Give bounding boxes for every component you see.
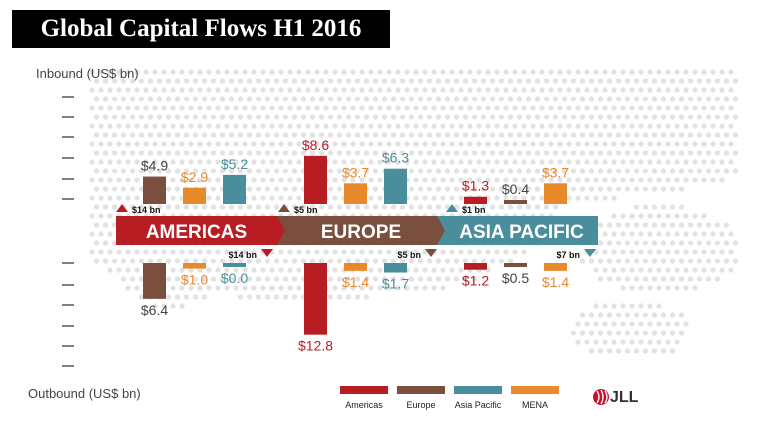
- inbound-arrow-icon: [278, 204, 290, 212]
- inbound-arrow-icon: [116, 204, 128, 212]
- data-label: $3.7: [542, 164, 569, 180]
- inbound-axis-label: Inbound (US$ bn): [36, 66, 139, 81]
- bar: [304, 155, 327, 204]
- bar: [344, 183, 367, 204]
- outbound-bars-americas: $6.4 $1.0 $0.0: [141, 263, 248, 318]
- jll-logo: JLL: [592, 386, 652, 412]
- region-band: [437, 216, 598, 245]
- bar: [183, 187, 206, 204]
- axis-ticks: [62, 96, 74, 367]
- legend-swatch: [397, 386, 445, 394]
- legend-label: Europe: [406, 400, 435, 410]
- bar: [304, 263, 327, 335]
- inbound-bars-americas: $4.9 $2.9 $5.2: [141, 156, 248, 204]
- bar: [183, 263, 206, 269]
- outbound-total-label: $5 bn: [397, 250, 421, 260]
- region-banner-americas: AMERICAS: [116, 216, 277, 245]
- data-label: $5.2: [221, 156, 248, 172]
- region-banner-asia-pacific: ASIA PACIFIC: [437, 216, 598, 245]
- bar: [504, 263, 527, 267]
- inbound-total-label: $1 bn: [462, 205, 486, 215]
- data-label: $3.7: [342, 164, 369, 180]
- logo-text: JLL: [610, 389, 639, 406]
- data-label: $8.6: [302, 137, 329, 153]
- legend: Americas Europe Asia Pacific MENA: [340, 386, 559, 410]
- bar: [384, 263, 407, 273]
- data-label: $0.5: [502, 270, 529, 286]
- bar: [223, 174, 246, 204]
- outbound-total-label: $7 bn: [556, 250, 580, 260]
- inbound-total-label: $14 bn: [132, 205, 161, 215]
- data-label: $1.7: [382, 276, 409, 292]
- outbound-arrow-icon: [261, 249, 273, 257]
- outbound-bars-asia-pacific: $1.2 $0.5 $1.4: [462, 263, 569, 290]
- region-label: EUROPE: [321, 222, 401, 243]
- outbound-total-label: $14 bn: [228, 250, 257, 260]
- inbound-bars-asia-pacific: $1.3 $0.4 $3.7: [462, 164, 569, 204]
- data-label: $1.2: [462, 273, 489, 289]
- outbound-bars-europe: $12.8 $1.4 $1.7: [298, 263, 409, 354]
- data-label: $0.0: [221, 270, 248, 286]
- band-chevron: [437, 216, 445, 245]
- legend-swatch: [340, 386, 388, 394]
- outbound-arrow-icon: [425, 249, 437, 257]
- chart-title: Global Capital Flows H1 2016: [40, 15, 362, 42]
- region-label: AMERICAS: [146, 222, 247, 243]
- outbound-arrow-icon: [584, 249, 596, 257]
- data-label: $1.4: [542, 274, 569, 290]
- bar: [143, 263, 166, 299]
- data-label: $12.8: [298, 338, 333, 354]
- data-label: $1.3: [462, 178, 489, 194]
- legend-swatch: [454, 386, 502, 394]
- bar: [344, 263, 367, 271]
- legend-swatch: [511, 386, 559, 394]
- bar: [504, 200, 527, 204]
- bar: [223, 263, 246, 267]
- band-chevron: [277, 216, 285, 245]
- world-map-background: [89, 69, 739, 354]
- bar: [544, 263, 567, 271]
- region-label: ASIA PACIFIC: [459, 222, 584, 243]
- data-label: $1.0: [181, 272, 208, 288]
- bar: [464, 263, 487, 270]
- data-label: $0.4: [502, 181, 529, 197]
- data-label: $6.4: [141, 302, 168, 318]
- region-band: [116, 216, 277, 245]
- data-label: $2.9: [181, 169, 208, 185]
- bar: [544, 183, 567, 204]
- inbound-total-label: $5 bn: [294, 205, 318, 215]
- jll-logo-icon: [593, 389, 609, 405]
- bar: [464, 196, 487, 204]
- region-band: [277, 216, 437, 245]
- data-label: $4.9: [141, 158, 168, 174]
- inbound-bars-europe: $8.6 $3.7 $6.3: [302, 137, 409, 204]
- bar: [143, 176, 166, 204]
- legend-label: Asia Pacific: [455, 400, 502, 410]
- data-label: $1.4: [342, 274, 369, 290]
- inbound-arrow-icon: [446, 204, 458, 212]
- region-banner-europe: EUROPE: [277, 216, 437, 245]
- legend-label: Americas: [345, 400, 383, 410]
- title-box: Global Capital Flows H1 2016: [12, 10, 390, 48]
- legend-label: MENA: [522, 400, 548, 410]
- bar: [384, 168, 407, 204]
- data-label: $6.3: [382, 150, 409, 166]
- outbound-axis-label: Outbound (US$ bn): [28, 386, 141, 401]
- totals: $14 bn $14 bn $5 bn $5 bn $1 bn $7 bn: [116, 204, 596, 260]
